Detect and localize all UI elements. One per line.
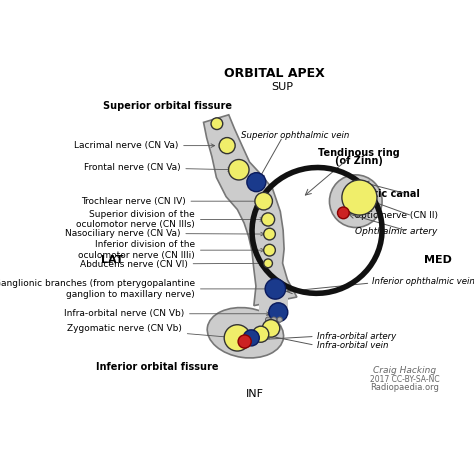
Circle shape [262, 319, 280, 337]
Text: Superior orbital fissure: Superior orbital fissure [103, 101, 232, 111]
Circle shape [264, 244, 275, 256]
Text: Frontal nerve (CN Va): Frontal nerve (CN Va) [84, 163, 231, 172]
Text: Ganglionic branches (from pterygopalantine
ganglion to maxillary nerve): Ganglionic branches (from pterygopalanti… [0, 279, 270, 299]
Text: Inferior ophthalmic veins: Inferior ophthalmic veins [372, 277, 474, 286]
Text: Infra-orbital nerve (CN Vb): Infra-orbital nerve (CN Vb) [64, 309, 270, 318]
Circle shape [255, 192, 273, 210]
Polygon shape [203, 115, 297, 306]
Text: INF: INF [246, 389, 264, 399]
Circle shape [224, 325, 251, 351]
Text: 2017 CC-BY-SA-NC: 2017 CC-BY-SA-NC [370, 375, 439, 384]
Text: MED: MED [424, 255, 452, 264]
Text: Zygomatic nerve (CN Vb): Zygomatic nerve (CN Vb) [67, 324, 234, 339]
Circle shape [337, 207, 349, 219]
Text: Optic nerve (CN II): Optic nerve (CN II) [354, 211, 438, 220]
Text: Lacrimal nerve (CN Va): Lacrimal nerve (CN Va) [74, 141, 215, 150]
Circle shape [271, 317, 276, 322]
Circle shape [342, 180, 377, 215]
Text: Inferior division of the
oculomotor nerve (CN IIIi): Inferior division of the oculomotor nerv… [78, 240, 264, 260]
Circle shape [238, 335, 251, 348]
Ellipse shape [207, 308, 283, 358]
Circle shape [211, 118, 223, 129]
Circle shape [247, 173, 266, 191]
Circle shape [264, 228, 275, 240]
Circle shape [228, 160, 249, 180]
Circle shape [264, 259, 273, 268]
Text: Tendinous ring: Tendinous ring [318, 148, 400, 158]
Circle shape [253, 326, 269, 342]
Text: SUP: SUP [272, 82, 294, 92]
Circle shape [265, 279, 286, 299]
Text: Craig Hacking: Craig Hacking [373, 366, 437, 375]
Circle shape [277, 317, 283, 322]
Circle shape [219, 137, 235, 154]
Text: Trochlear nerve (CN IV): Trochlear nerve (CN IV) [81, 197, 260, 206]
Text: Abducens nerve (CN VI): Abducens nerve (CN VI) [80, 260, 263, 269]
Text: Infra-orbital artery: Infra-orbital artery [317, 332, 396, 341]
Text: (of Zinn): (of Zinn) [335, 156, 383, 166]
Circle shape [269, 303, 288, 322]
Text: LAT: LAT [101, 255, 124, 264]
Text: Superior division of the
oculomotor nerve (CN IIIs): Superior division of the oculomotor nerv… [76, 210, 264, 229]
Circle shape [265, 317, 271, 322]
Text: ORBITAL APEX: ORBITAL APEX [224, 67, 325, 81]
Text: Optic canal: Optic canal [357, 189, 419, 199]
Text: Superior ophthalmic vein: Superior ophthalmic vein [241, 131, 349, 140]
Text: Nasociliary nerve (CN Va): Nasociliary nerve (CN Va) [65, 229, 264, 238]
Circle shape [329, 175, 382, 228]
Circle shape [262, 213, 274, 226]
Polygon shape [258, 298, 288, 314]
Circle shape [243, 330, 259, 346]
Text: Radiopaedia.org: Radiopaedia.org [370, 383, 439, 392]
Text: Inferior orbital fissure: Inferior orbital fissure [96, 362, 219, 372]
Text: Infra-orbital vein: Infra-orbital vein [317, 341, 389, 350]
Text: Ophthalmic artery: Ophthalmic artery [356, 228, 438, 237]
